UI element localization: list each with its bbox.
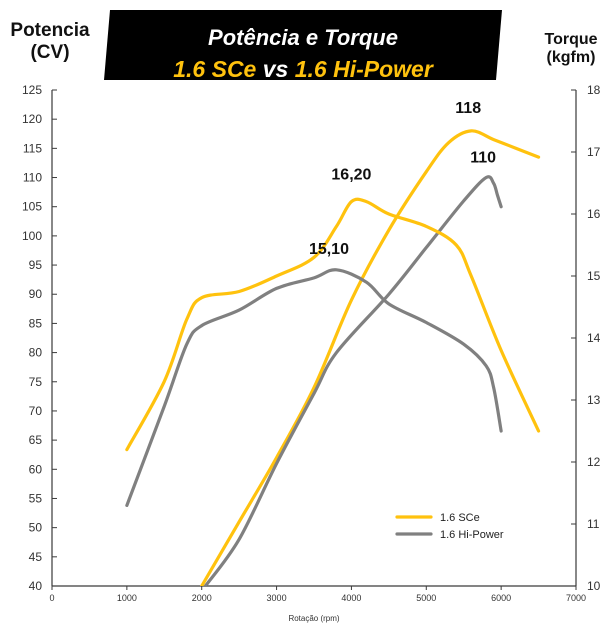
series-line-1-6-hi-power-power (203, 175, 503, 586)
left-tick-label: 40 (29, 579, 43, 593)
right-tick-label: 17 (587, 145, 601, 159)
left-tick-label: 75 (29, 375, 43, 389)
right-tick-label: 13 (587, 393, 601, 407)
legend-label: 1.6 Hi-Power (440, 529, 504, 541)
left-axis-title: Potencia (CV) (4, 20, 96, 64)
data-label: 110 (470, 150, 496, 167)
right-tick-label: 14 (587, 331, 601, 345)
left-tick-label: 95 (29, 258, 43, 272)
left-tick-label: 65 (29, 433, 43, 447)
x-tick-label: 4000 (341, 593, 361, 603)
right-tick-label: 10 (587, 579, 601, 593)
x-tick-label: 3000 (267, 593, 287, 603)
data-label: 16,20 (331, 167, 371, 184)
right-tick-label: 11 (587, 517, 600, 531)
x-tick-label: 6000 (491, 593, 511, 603)
series-line-1-6-sce-torque (125, 197, 541, 452)
subtitle-sce: 1.6 SCe (173, 56, 257, 82)
subtitle-vs: vs (262, 56, 289, 82)
left-tick-label: 125 (22, 83, 42, 97)
left-axis-title-line2: (CV) (30, 41, 70, 63)
right-axis-title-line2: (kgfm) (546, 49, 596, 67)
x-tick-label: 1000 (117, 593, 137, 603)
data-label: 15,10 (309, 241, 349, 258)
left-tick-label: 120 (22, 112, 42, 126)
left-tick-label: 115 (23, 141, 42, 155)
left-tick-label: 50 (29, 521, 43, 535)
x-tick-label: 5000 (416, 593, 436, 603)
x-axis-title: Rotação (rpm) (288, 614, 339, 623)
right-tick-label: 12 (587, 455, 601, 469)
x-tick-label: 7000 (566, 593, 586, 603)
right-axis-title-line1: Torque (544, 31, 598, 48)
series-line-1-6-hi-power-torque (125, 268, 503, 507)
left-tick-label: 55 (29, 491, 43, 505)
left-tick-label: 45 (29, 550, 43, 564)
right-tick-label: 16 (587, 207, 601, 221)
left-tick-label: 110 (23, 171, 42, 185)
x-tick-label: 2000 (192, 593, 212, 603)
title-banner-background (104, 10, 502, 80)
legend-label: 1.6 SCe (440, 512, 480, 524)
left-tick-label: 105 (22, 200, 42, 214)
left-tick-label: 85 (29, 316, 43, 330)
right-tick-label: 15 (587, 269, 601, 283)
left-tick-label: 100 (22, 229, 42, 243)
chart-title: Potência e Torque (208, 25, 398, 50)
data-label: 118 (455, 100, 481, 117)
left-tick-label: 90 (29, 287, 43, 301)
right-tick-label: 18 (587, 83, 601, 97)
left-axis-title-line1: Potencia (10, 20, 90, 41)
title-banner: Potência e Torque 1.6 SCe vs 1.6 Hi-Powe… (104, 10, 502, 83)
subtitle-hipower: 1.6 Hi-Power (294, 56, 433, 82)
chart-subtitle: 1.6 SCe vs 1.6 Hi-Power (104, 56, 502, 83)
left-tick-label: 80 (29, 346, 43, 360)
series-line-1-6-sce-power (200, 129, 541, 586)
left-tick-label: 60 (29, 462, 43, 476)
right-axis-title: Torque (kgfm) (536, 31, 606, 68)
left-tick-label: 70 (29, 404, 43, 418)
x-tick-label: 0 (49, 593, 54, 603)
